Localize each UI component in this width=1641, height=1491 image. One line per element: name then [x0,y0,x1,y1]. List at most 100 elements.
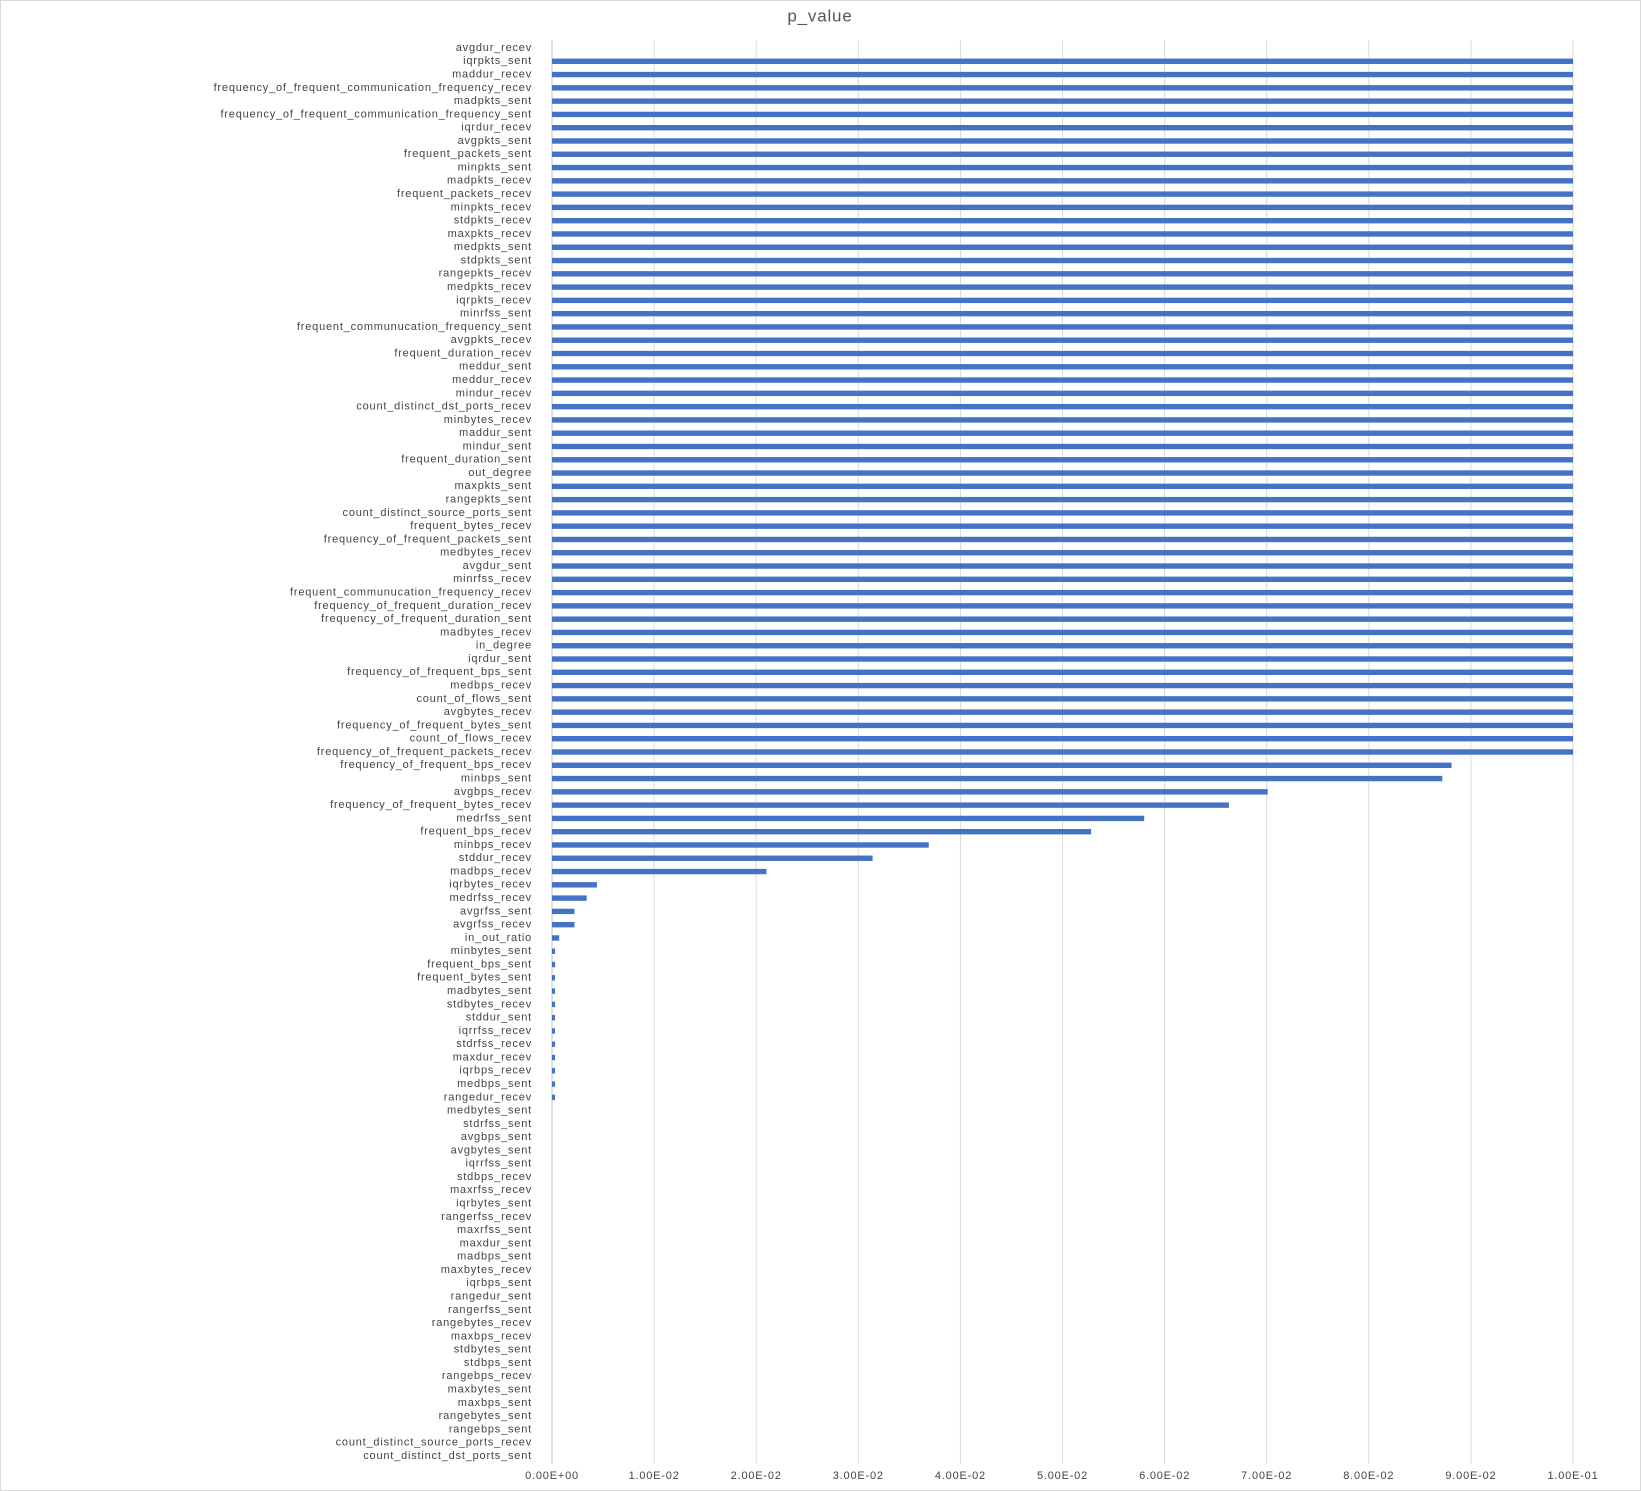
y-tick-label: iqrbytes_recev [449,879,532,891]
y-tick-label: count_of_flows_sent [417,693,533,705]
y-tick-label: iqrrfss_sent [466,1158,532,1170]
y-tick-label: rangepkts_recev [439,268,532,280]
y-tick-label: stddur_sent [466,1012,532,1024]
y-tick-label: frequency_of_frequent_communication_freq… [220,108,532,120]
bar [552,722,1573,729]
y-tick-label: out_degree [468,467,532,479]
y-tick-label: frequent_communucation_frequency_sent [297,321,532,333]
bar [552,403,1573,410]
y-tick-label: medbps_sent [457,1078,532,1090]
y-tick-label: stdrfss_sent [463,1118,532,1130]
y-tick-label: frequency_of_frequent_packets_recev [317,746,532,758]
bar [552,510,1573,516]
y-tick-label: medbytes_recev [440,547,532,559]
bar [552,1028,556,1034]
x-tick-label: 9.00E-02 [1445,1470,1496,1482]
y-tick-label: medrfss_sent [456,812,532,824]
y-tick-label: frequent_bytes_recev [410,520,532,532]
y-tick-label: frequent_duration_sent [401,454,532,466]
y-tick-label: minrfss_recev [453,573,532,585]
y-tick-label: maxbytes_recev [441,1264,532,1276]
y-tick-label: avgrfss_recev [453,919,532,931]
bar [552,324,1573,330]
bar [552,576,1573,583]
bar [552,789,1268,795]
y-tick-label: iqrdur_recev [461,122,532,134]
bar [552,1014,556,1021]
bar [552,961,556,968]
y-tick-label: madbps_recev [450,865,532,877]
bar [552,204,1573,211]
x-tick-label: 6.00E-02 [1139,1470,1190,1482]
bar [552,244,1573,250]
y-tick-label: rangebytes_recev [432,1317,532,1329]
y-tick-label: count_of_flows_recev [410,733,532,745]
y-tick-label: avgbytes_recev [444,706,532,718]
y-tick-label: maxbps_sent [458,1397,532,1409]
bar [552,656,1573,662]
y-tick-label: madpkts_sent [454,95,532,107]
bar [552,164,1573,171]
y-tick-label: minpkts_sent [458,161,532,173]
bar [552,616,1573,622]
bar [552,124,1573,131]
bar [552,762,1452,768]
y-tick-label: avgrfss_sent [460,905,532,917]
y-tick-label: stdbps_recev [457,1171,532,1183]
bar [552,483,1573,490]
y-tick-label: count_distinct_source_ports_sent [343,507,532,519]
y-tick-label: maddur_recev [452,68,532,80]
bar [552,629,1573,636]
bar [552,682,1573,689]
bar [552,284,1573,290]
y-tick-label: iqrbytes_sent [456,1198,532,1210]
y-tick-label: frequency_of_frequent_communication_freq… [214,82,532,94]
y-tick-label: stddur_recev [459,852,532,864]
bar [552,908,575,915]
bar [552,350,1573,357]
y-tick-label: medrfss_recev [449,892,532,904]
y-tick-label: avgdur_sent [463,560,532,572]
bar [552,257,1573,264]
bar [552,430,1573,436]
y-tick-label: count_distinct_dst_ports_recev [356,401,532,413]
y-tick-label: rangedur_sent [451,1291,532,1303]
y-tick-label: iqrrfss_recev [459,1025,532,1037]
y-tick-label: iqrpkts_recev [456,294,532,306]
bar [552,815,1145,822]
y-tick-label: stdpkts_sent [461,254,532,266]
y-tick-label: frequent_bytes_sent [417,972,532,984]
bar [552,111,1573,118]
bar [552,775,1443,782]
x-tick-label: 5.00E-02 [1037,1470,1088,1482]
bar [552,709,1573,715]
bar [552,895,587,901]
x-tick-label: 2.00E-02 [731,1470,782,1482]
bar [552,842,929,848]
y-tick-label: rangerfss_sent [448,1304,532,1316]
y-tick-label: avgbps_recev [454,786,532,798]
bar [552,138,1573,144]
bar [552,71,1573,78]
bar [552,85,1573,91]
y-tick-label: frequent_communucation_frequency_recev [290,587,532,599]
y-tick-label: rangepkts_sent [446,494,532,506]
bar [552,828,1092,835]
y-tick-label: count_distinct_source_ports_recev [336,1437,532,1449]
y-tick-label: rangedur_recev [444,1091,532,1103]
bar [552,1081,556,1087]
y-tick-label: avgpkts_sent [458,135,532,147]
bar [552,736,1573,742]
y-tick-label: frequent_packets_sent [404,148,532,160]
y-tick-label: iqrpkts_sent [463,55,532,67]
y-tick-label: avgpkts_recev [451,334,532,346]
bar [552,975,556,981]
y-tick-label: minbps_recev [454,839,532,851]
y-tick-label: avgdur_recev [456,42,532,54]
y-tick-label: medbytes_sent [447,1105,532,1117]
y-tick-label: minpkts_recev [451,201,532,213]
x-tick-label: 1.00E-02 [629,1470,680,1482]
y-tick-label: maxbps_recev [451,1330,532,1342]
y-tick-label: madbytes_sent [447,985,532,997]
